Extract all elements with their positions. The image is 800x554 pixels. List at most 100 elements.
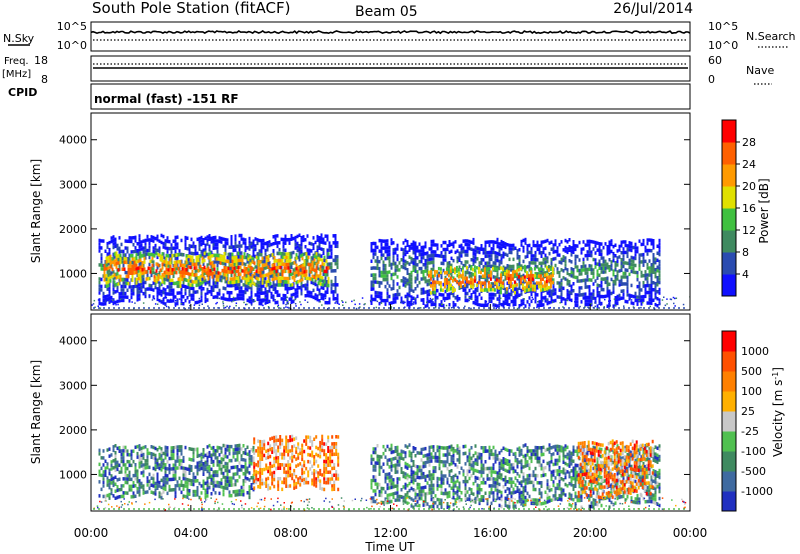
heatmap-cell [598,298,601,302]
heatmap-cell [138,461,141,466]
heatmap-cell [530,247,533,251]
heatmap-cell [380,302,383,304]
heatmap-cell [437,266,440,271]
heatmap-cell [240,485,243,490]
heatmap-cell [588,302,591,307]
heatmap-cell [606,252,609,256]
heatmap-cell [528,268,531,272]
heatmap-cell [652,253,655,257]
heatmap-cell [286,300,288,302]
heatmap-cell [200,484,203,488]
heatmap-cell [221,254,224,259]
heatmap-cell [98,280,101,285]
heatmap-cell [170,250,173,254]
heatmap-cell [297,480,300,485]
heatmap-cell [443,281,446,286]
heatmap-cell [122,491,125,495]
heatmap-cell [170,285,173,289]
heatmap-cell [451,268,454,272]
heatmap-cell [150,455,153,459]
heatmap-cell [316,287,319,291]
heatmap-cell [252,243,255,247]
heatmap-cell [616,297,618,300]
heatmap-cell [320,233,323,237]
heatmap-cell [184,235,187,240]
heatmap-cell [538,303,541,308]
heatmap-cell [338,303,340,305]
heatmap-cell [590,278,593,282]
heatmap-cell [168,470,171,475]
heatmap-cell [225,277,228,281]
heatmap-cell [582,264,585,269]
heatmap-cell [312,246,315,251]
heatmap-cell [548,241,551,245]
heatmap-cell [219,254,222,258]
heatmap-cell [456,297,458,300]
heatmap-cell [154,467,157,472]
heatmap-cell [250,290,253,295]
heatmap-cell [164,477,167,481]
heatmap-cell [644,287,647,292]
heatmap-cell [484,261,487,266]
heatmap-cell [277,272,280,277]
heatmap-cell [620,251,623,255]
heatmap-cell [226,486,229,491]
heatmap-cell [259,471,262,475]
heatmap-cell [574,261,577,266]
heatmap-cell [257,470,260,475]
heatmap-cell [479,270,482,275]
heatmap-cell [172,299,175,303]
heatmap-cell [608,282,611,286]
heatmap-cell [543,273,546,277]
heatmap-cell [196,300,199,305]
heatmap-cell [184,466,187,471]
heatmap-cell [308,290,311,295]
heatmap-cell [218,453,221,457]
heatmap-cell [524,255,527,259]
heatmap-cell [202,483,205,487]
heatmap-cell [122,484,125,488]
heatmap-cell [552,257,555,261]
heatmap-cell [200,452,203,457]
heatmap-cell [114,290,117,294]
heatmap-cell [281,276,284,280]
heatmap-cell [323,280,326,284]
heatmap-cell [464,305,466,308]
heatmap-cell [283,456,286,460]
heatmap-cell [225,270,228,274]
heatmap-cell [302,238,305,243]
heatmap-cell [534,254,537,258]
heatmap-cell [490,292,493,297]
heatmap-cell [153,254,156,258]
heatmap-cell [264,241,267,246]
heatmap-cell [281,273,284,277]
heatmap-cell [622,257,625,262]
heatmap-cell [122,291,125,296]
heatmap-cell [265,262,268,267]
heatmap-cell [160,485,163,490]
heatmap-cell [582,247,585,251]
heatmap-cell [610,242,613,247]
heatmap-cell [268,240,271,244]
heatmap-cell [122,298,125,303]
heatmap-cell [222,457,225,462]
heatmap-cell [120,295,123,299]
heatmap-cell [114,300,117,305]
heatmap-cell [644,270,647,274]
heatmap-cell [166,474,169,478]
heatmap-cell [586,299,589,303]
heatmap-cell [332,283,335,287]
heatmap-cell [120,494,123,499]
heatmap-cell [208,279,211,283]
colorbar-segment [722,230,736,253]
heatmap-cell [353,299,355,302]
heatmap-cell [410,302,413,306]
heatmap-cell [638,281,641,285]
heatmap-cell [422,287,425,291]
heatmap-cell [246,303,248,306]
heatmap-cell [495,278,498,282]
heatmap-cell [570,274,573,278]
heatmap-cell [217,278,220,282]
heatmap-cell [483,267,486,271]
heatmap-cell [449,276,452,281]
